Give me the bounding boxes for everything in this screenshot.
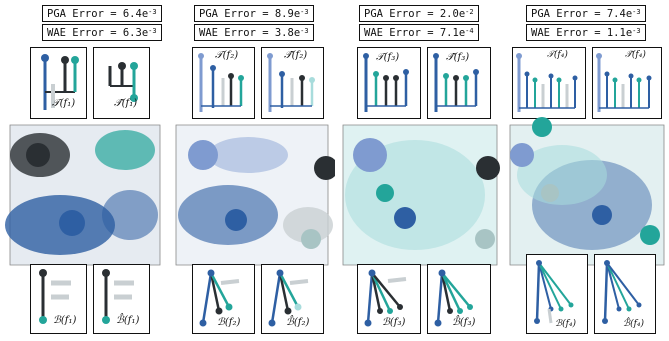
merge-tree-hat-box: 𝒯̂(f₄): [592, 47, 662, 119]
panel-f3: PGA Error = 2.0e-2 WAE Error = 7.1e-4 𝒯(…: [335, 0, 502, 341]
wae-error: WAE Error = 1.1e-3: [526, 24, 646, 41]
wae-error: WAE Error = 6.3e-3: [42, 24, 162, 41]
tree-hat-label: 𝒯̂(f₁): [114, 98, 138, 109]
branch-hat-box: ℬ̂(f₂): [261, 264, 324, 334]
branch-diagram: [364, 269, 407, 327]
volume-rendering: [342, 124, 500, 266]
merge-tree-box: 𝒯(f₁): [30, 47, 87, 119]
branch-box: ℬ(f₁): [30, 264, 87, 334]
branch-box: ℬ(f₃): [357, 264, 421, 334]
merge-tree-box: 𝒯(f₂): [192, 47, 255, 119]
branch-hat-diagram: [434, 269, 473, 327]
tree-hat-label: 𝒯̂(f₃): [446, 52, 470, 63]
branch-label: ℬ(f₃): [382, 317, 406, 328]
merge-tree-box: 𝒯(f₄): [512, 47, 586, 119]
branch-box: ℬ(f₂): [192, 264, 255, 334]
branch-label: ℬ(f₂): [217, 317, 241, 328]
pga-error: PGA Error = 7.4e-3: [526, 5, 646, 22]
merge-tree-diagram: [198, 53, 244, 112]
branch-label: ℬ(f₄): [555, 319, 577, 329]
merge-tree-diagram: [363, 53, 409, 112]
volume-rendering: [5, 124, 161, 266]
merge-tree-hat-box: 𝒯̂(f₃): [427, 47, 491, 119]
branch-box: ℬ(f₄): [526, 254, 588, 334]
wae-error: WAE Error = 7.1e-4: [359, 24, 479, 41]
tree-label: 𝒯(f₂): [215, 50, 239, 61]
merge-tree-box: 𝒯(f₃): [357, 47, 421, 119]
branch-hat-box: ℬ̂(f₃): [427, 264, 491, 334]
branch-hat-box: ℬ̂(f₄): [594, 254, 656, 334]
panel-f1: PGA Error = 6.4e-3 WAE Error = 6.3e-3 𝒯(…: [0, 0, 167, 341]
wae-error: WAE Error = 3.8e-3: [194, 24, 314, 41]
branch-hat-diagram: [268, 269, 309, 327]
branch-hat-diagram: [102, 269, 134, 324]
merge-tree-hat-diagram: [108, 62, 138, 102]
panel-f2: PGA Error = 8.9e-3 WAE Error = 3.8e-3 𝒯(…: [168, 0, 335, 341]
tree-label: 𝒯(f₁): [52, 98, 76, 109]
branch-diagram: [39, 269, 71, 324]
pga-error: PGA Error = 8.9e-3: [194, 5, 314, 22]
branch-diagram: [199, 269, 240, 327]
merge-tree-diagram: [41, 54, 79, 110]
tree-label: 𝒯(f₃): [376, 52, 400, 63]
branch-hat-label: ℬ̂(f₃): [452, 317, 476, 328]
merge-tree-hat-diagram: [596, 53, 652, 112]
branch-diagram: [534, 260, 574, 324]
panel-f4: PGA Error = 7.4e-3 WAE Error = 1.1e-3 𝒯(…: [502, 0, 669, 341]
volume-rendering: [175, 124, 335, 266]
pga-error: PGA Error = 6.4e-3: [42, 5, 162, 22]
branch-hat-label: ℬ̂(f₄): [623, 319, 645, 329]
volume-rendering: [509, 117, 665, 266]
branch-hat-label: ℬ̂(f₁): [116, 315, 140, 326]
merge-tree-diagram: [516, 53, 578, 112]
merge-tree-hat-box: 𝒯̂(f₁): [93, 47, 150, 119]
branch-hat-label: ℬ̂(f₂): [286, 317, 310, 328]
branch-hat-diagram: [602, 260, 642, 324]
tree-hat-label: 𝒯̂(f₂): [284, 50, 308, 61]
branch-label: ℬ(f₁): [53, 315, 77, 326]
merge-tree-hat-box: 𝒯̂(f₂): [261, 47, 324, 119]
merge-tree-hat-diagram: [433, 53, 479, 112]
merge-tree-hat-diagram: [267, 53, 315, 112]
tree-label: 𝒯(f₄): [547, 50, 568, 60]
branch-hat-box: ℬ̂(f₁): [93, 264, 150, 334]
tree-hat-label: 𝒯̂(f₄): [625, 50, 646, 60]
pga-error: PGA Error = 2.0e-2: [359, 5, 479, 22]
